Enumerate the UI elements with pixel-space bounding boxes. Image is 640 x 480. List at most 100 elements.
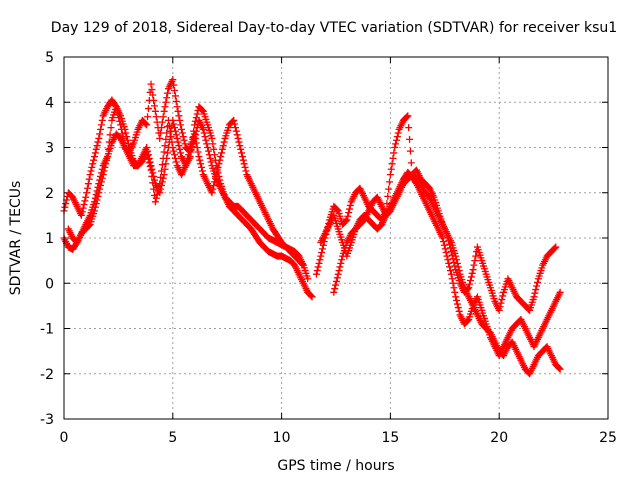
data-point [169, 144, 177, 151]
data-point [205, 151, 213, 159]
data-point [206, 154, 214, 162]
series-trace-f [330, 171, 564, 378]
data-point [172, 131, 180, 139]
data-point [406, 135, 414, 143]
data-point [176, 116, 184, 124]
data-point [86, 171, 94, 179]
data-point [217, 153, 225, 161]
data-point [162, 98, 170, 106]
data-point [219, 142, 227, 150]
data-point [84, 180, 92, 188]
data-point [455, 307, 463, 315]
data-point [197, 160, 205, 168]
y-tick-label: 3 [45, 141, 54, 157]
x-tick-label: 15 [381, 430, 399, 446]
data-point [203, 140, 211, 148]
data-point [332, 281, 340, 289]
data-point [389, 154, 397, 162]
data-point [156, 134, 164, 142]
data-point [233, 131, 241, 139]
data-point [198, 163, 206, 171]
data-point [444, 256, 452, 264]
data-point [210, 182, 218, 190]
data-point [314, 263, 322, 271]
data-point [83, 189, 91, 197]
data-point [446, 267, 454, 275]
data-point [96, 130, 104, 138]
data-point [157, 124, 165, 132]
data-point [450, 284, 458, 292]
data-point [165, 122, 173, 130]
data-point [150, 96, 158, 104]
data-point [193, 144, 201, 151]
data-point [173, 103, 181, 111]
data-point [211, 174, 219, 182]
data-point [171, 86, 179, 94]
data-point [98, 116, 106, 124]
data-point [151, 198, 159, 206]
data-point [80, 201, 88, 209]
data-point [162, 135, 170, 143]
data-point [160, 107, 168, 115]
data-point [92, 191, 100, 199]
data-point [96, 176, 104, 184]
data-point [342, 217, 350, 225]
data-point [144, 155, 152, 163]
data-point [231, 124, 239, 132]
data-point [177, 149, 185, 157]
data-point [204, 144, 212, 151]
data-point [171, 151, 179, 159]
data-point [143, 121, 151, 129]
data-point [172, 158, 180, 166]
y-tick-label: -1 [40, 322, 54, 338]
data-point [195, 153, 203, 161]
data-point [150, 185, 158, 193]
data-point [238, 149, 246, 157]
data-point [107, 124, 115, 132]
data-point [238, 153, 246, 161]
data-point [555, 364, 563, 372]
data-point [97, 121, 105, 129]
data-point [204, 147, 212, 155]
data-point [333, 206, 341, 214]
data-point [156, 180, 164, 188]
data-point [144, 113, 152, 121]
data-point [445, 259, 453, 267]
data-point [149, 179, 157, 187]
data-point [163, 94, 171, 102]
data-point [105, 138, 113, 146]
data-point [97, 125, 105, 133]
data-point [332, 277, 340, 285]
data-point [234, 134, 242, 142]
y-tick-label: 1 [45, 231, 54, 247]
data-point [331, 285, 339, 293]
data-point [169, 76, 177, 84]
data-point [61, 203, 69, 211]
data-point [171, 92, 179, 100]
data-point [93, 142, 101, 150]
data-point [94, 138, 102, 146]
data-point [387, 165, 395, 173]
data-point [113, 106, 121, 114]
data-point [196, 156, 204, 164]
data-point [448, 275, 456, 283]
data-point [91, 194, 99, 202]
data-point [471, 257, 479, 265]
y-tick-label: 0 [45, 276, 54, 292]
data-point [183, 158, 191, 166]
data-point [106, 131, 114, 139]
data-point [209, 140, 217, 148]
data-point [404, 112, 412, 120]
data-point [556, 365, 564, 373]
data-point [62, 200, 70, 208]
data-point [159, 154, 167, 162]
data-point [393, 133, 401, 141]
y-tick-label: -2 [40, 367, 54, 383]
data-point [157, 173, 165, 181]
data-point [453, 300, 461, 308]
data-point [207, 158, 215, 166]
data-point [164, 149, 172, 157]
data-point [161, 103, 169, 111]
data-point [144, 105, 152, 113]
data-point [343, 216, 351, 224]
